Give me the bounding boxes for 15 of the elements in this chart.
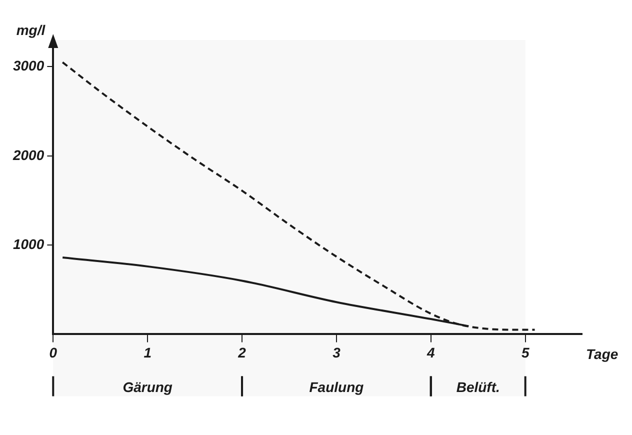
band-label: Faulung — [309, 379, 364, 396]
y-tick-label: 2000 — [12, 146, 44, 163]
x-tick-label: 0 — [49, 344, 58, 360]
x-tick-label: 5 — [521, 344, 530, 360]
line-series — [62, 61, 536, 331]
x-axis-title: Tage — [586, 346, 618, 362]
x-tick-label: 2 — [237, 344, 246, 360]
y-tick-label: 1000 — [12, 236, 44, 252]
band-label: Belüft. — [456, 379, 500, 396]
y-axis-title: mg/l — [16, 22, 46, 38]
x-tick-label: 1 — [144, 344, 152, 360]
x-tick-label: 3 — [332, 344, 341, 360]
band-label: Gärung — [122, 379, 173, 396]
x-tick-label: 4 — [426, 344, 435, 360]
y-tick-label: 3000 — [12, 58, 44, 74]
